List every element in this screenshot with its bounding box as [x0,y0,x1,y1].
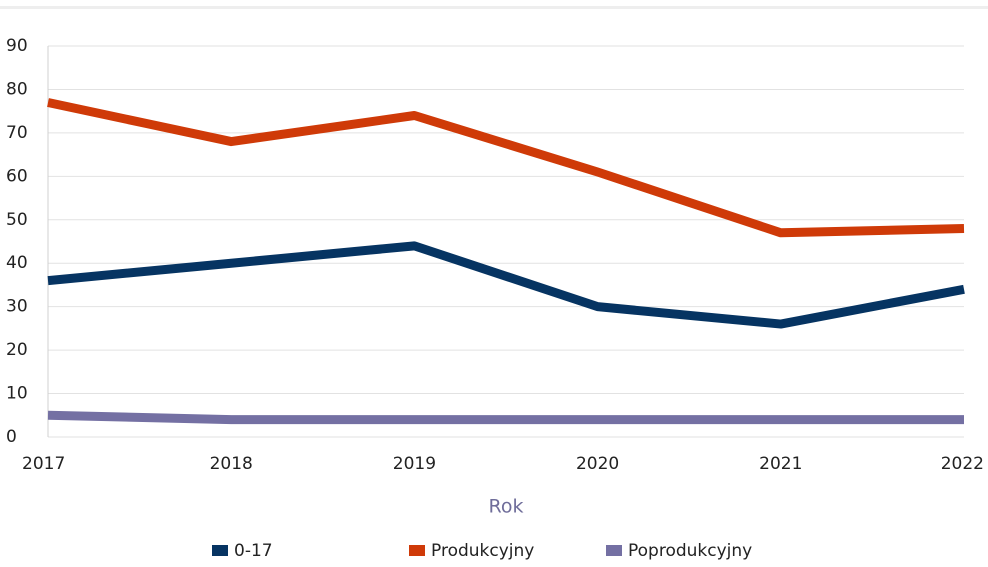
series-line [47,410,964,425]
x-tick-label: 2018 [210,454,253,474]
legend-swatch [212,545,228,556]
y-tick-label: 50 [6,210,28,230]
x-axis-title: Rok [489,496,524,518]
y-tick-label: 80 [6,79,28,99]
y-tick-label: 0 [6,427,17,447]
series-line [47,98,965,238]
top-border [0,6,988,9]
legend-label: 0-17 [234,541,273,561]
legend-swatch [606,545,622,556]
x-tick-label: 2022 [941,454,984,474]
x-tick-label: 2019 [393,454,436,474]
y-tick-label: 20 [6,340,28,360]
series-line [47,241,965,329]
legend-label: Poprodukcyjny [628,541,752,561]
y-tick-label: 10 [6,384,28,404]
legend-label: Produkcyjny [431,541,534,561]
y-tick-label: 60 [6,166,28,186]
y-tick-label: 30 [6,297,28,317]
legend-swatch [409,545,425,556]
x-tick-label: 2021 [759,454,802,474]
y-tick-label: 40 [6,253,28,273]
y-tick-label: 90 [6,36,28,56]
y-tick-label: 70 [6,123,28,143]
x-tick-label: 2017 [22,454,65,474]
x-tick-label: 2020 [576,454,619,474]
